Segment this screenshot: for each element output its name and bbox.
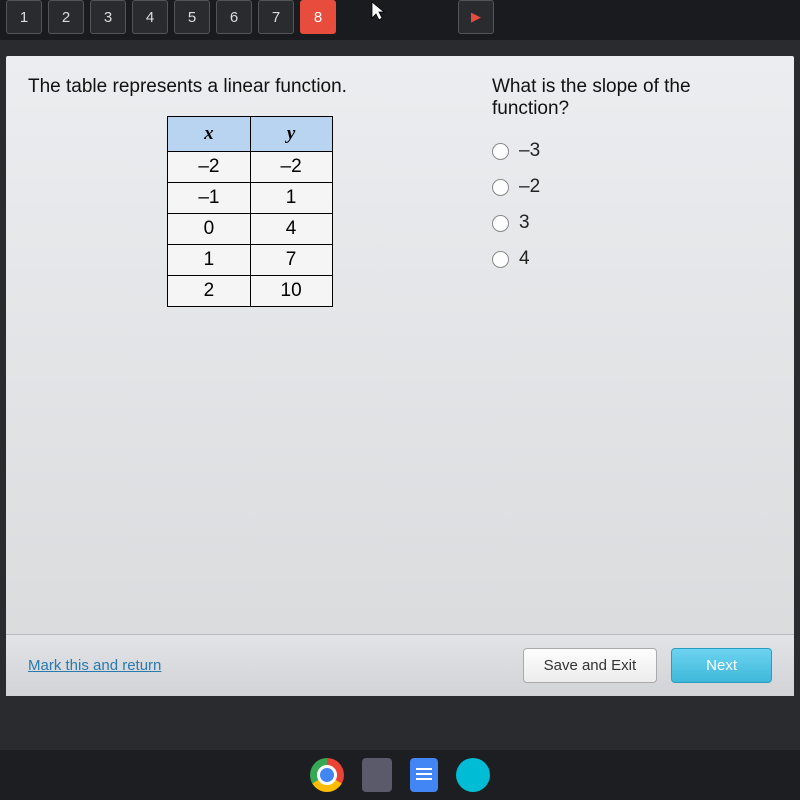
col-header-y: y [250,117,332,152]
radio-icon [492,251,509,268]
calculator-icon[interactable] [362,758,392,792]
answer-options: –3 –2 3 4 [492,140,772,270]
quiz-footer: Mark this and return Save and Exit Next [6,634,794,696]
files-icon[interactable] [456,758,490,792]
radio-icon [492,179,509,196]
table-row: –11 [168,183,332,214]
nav-q3[interactable]: 3 [90,0,126,34]
option-label: 4 [519,248,530,270]
option-label: –2 [519,176,540,198]
nav-q2[interactable]: 2 [48,0,84,34]
option-a[interactable]: –3 [492,140,772,162]
question-text: What is the slope of the function? [492,76,772,120]
chrome-icon[interactable] [310,758,344,792]
docs-icon[interactable] [410,758,438,792]
table-row: –2–2 [168,152,332,183]
play-button[interactable]: ▶ [458,0,494,34]
option-b[interactable]: –2 [492,176,772,198]
function-table: x y –2–2 –11 04 17 210 [167,116,332,307]
option-c[interactable]: 3 [492,212,772,234]
radio-icon [492,215,509,232]
nav-q6[interactable]: 6 [216,0,252,34]
option-label: 3 [519,212,530,234]
nav-q1[interactable]: 1 [6,0,42,34]
table-row: 17 [168,245,332,276]
option-d[interactable]: 4 [492,248,772,270]
col-header-x: x [168,117,250,152]
prompt-text: The table represents a linear function. [28,76,472,98]
nav-q5[interactable]: 5 [174,0,210,34]
nav-q4[interactable]: 4 [132,0,168,34]
table-row: 210 [168,276,332,307]
option-label: –3 [519,140,540,162]
mark-and-return-link[interactable]: Mark this and return [28,657,161,674]
os-taskbar [0,750,800,800]
nav-q7[interactable]: 7 [258,0,294,34]
next-button[interactable]: Next [671,648,772,683]
quiz-panel: The table represents a linear function. … [6,56,794,696]
question-column: What is the slope of the function? –3 –2… [492,76,772,307]
table-row: 04 [168,214,332,245]
radio-icon [492,143,509,160]
question-nav-bar: 1 2 3 4 5 6 7 8 ▶ [0,0,800,40]
nav-q8[interactable]: 8 [300,0,336,34]
prompt-left: The table represents a linear function. … [28,76,472,307]
save-and-exit-button[interactable]: Save and Exit [523,648,658,683]
